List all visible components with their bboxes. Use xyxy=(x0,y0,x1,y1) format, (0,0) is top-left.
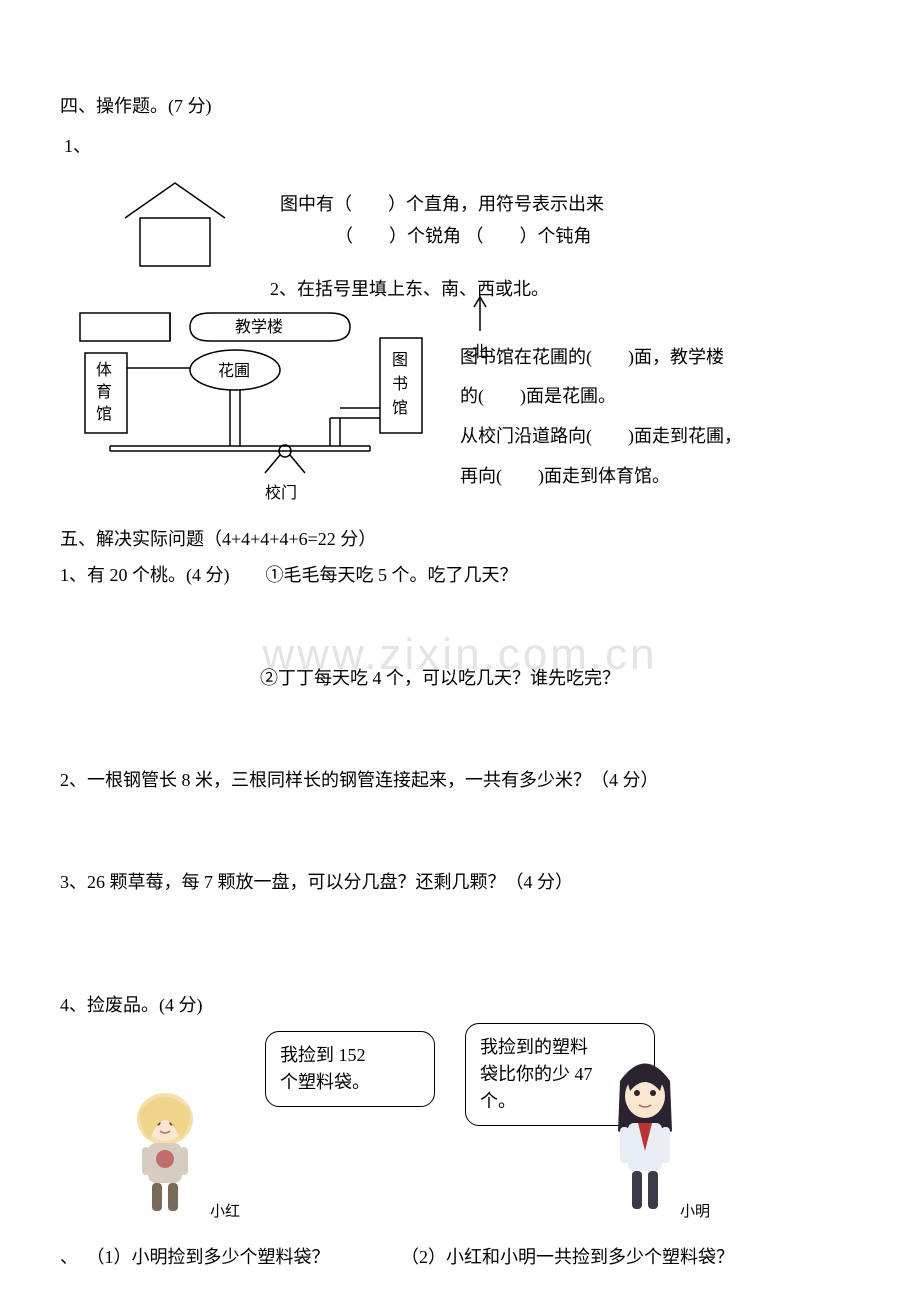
q2-text: 图书馆在花圃的( )面，教学楼 的( )面是花圃。 从校门沿道路向( )面走到花… xyxy=(460,338,880,496)
name-xiaohong: 小红 xyxy=(210,1199,240,1226)
q5-q1-sub2: ②丁丁每天吃 4 个，可以吃几天？谁先吃完？ xyxy=(260,662,860,694)
svg-text:校门: 校门 xyxy=(265,484,297,502)
q4-sub1: （1）小明捡到多少个塑料袋？ xyxy=(87,1241,387,1273)
q1-line2: （ ）个锐角 （ ）个钝角 xyxy=(335,220,604,252)
q5-q1: 1、有 20 个桃。(4 分) ①毛毛每天吃 5 个。吃了几天？ xyxy=(60,559,860,591)
girl-icon xyxy=(120,1091,210,1221)
q1-text: 图中有（ ）个直角，用符号表示出来 （ ）个锐角 （ ）个钝角 xyxy=(280,188,604,253)
name-xiaoming: 小明 xyxy=(680,1199,710,1226)
teaching-label: 教学楼 xyxy=(235,318,283,336)
dot-prefix: 、 xyxy=(60,1247,78,1267)
q1-label: 1、 xyxy=(64,130,860,162)
q2-line2: 的( )面是花圃。 xyxy=(460,377,880,417)
section4-title: 四、操作题。(7 分) xyxy=(60,90,860,122)
svg-text:育: 育 xyxy=(96,383,112,401)
svg-text:花圃: 花圃 xyxy=(218,362,250,380)
house-diagram xyxy=(110,173,240,273)
q1-line1: 图中有（ ）个直角，用符号表示出来 xyxy=(280,188,604,220)
q4-sub2: （2）小红和小明一共捡到多少个塑料袋？ xyxy=(401,1241,734,1273)
q2-line1: 图书馆在花圃的( )面，教学楼 xyxy=(460,338,880,378)
boy-icon xyxy=(600,1051,690,1221)
q5-q3: 3、26 颗草莓，每 7 颗放一盘，可以分几盘？还剩几颗？（4 分） xyxy=(60,866,860,898)
svg-text:馆: 馆 xyxy=(392,399,408,417)
section5-title: 五、解决实际问题（4+4+4+4+6=22 分） xyxy=(60,523,860,555)
q4-subquestions: 、 （1）小明捡到多少个塑料袋？ （2）小红和小明一共捡到多少个塑料袋？ xyxy=(60,1241,860,1273)
q4-figure-row: 我捡到 152 个塑料袋。 我捡到的塑料 袋比你的少 47 个。 xyxy=(60,1031,860,1241)
svg-text:书: 书 xyxy=(392,375,408,393)
q5-q4-title: 4、捡废品。(4 分) xyxy=(60,989,860,1021)
svg-text:图: 图 xyxy=(392,352,408,369)
svg-text:馆: 馆 xyxy=(96,405,112,423)
q2-intro: 2、在括号里填上东、南、西或北。 xyxy=(270,273,549,305)
svg-text:体: 体 xyxy=(96,361,112,379)
q5-q2: 2、一根钢管长 8 米，三根同样长的钢管连接起来，一共有多少米？（4 分） xyxy=(60,764,860,796)
campus-diagram: 教学楼 体 育 馆 花圃 图 书 馆 校门 xyxy=(70,303,450,503)
speech-bubble-1: 我捡到 152 个塑料袋。 xyxy=(265,1031,435,1107)
q2-line3: 从校门沿道路向( )面走到花圃， xyxy=(460,417,880,457)
bubble1-line2: 个塑料袋。 xyxy=(280,1069,420,1096)
q2-line4: 再向( )面走到体育馆。 xyxy=(460,457,880,497)
bubble1-line1: 我捡到 152 xyxy=(280,1042,420,1069)
section4-content: 图中有（ ）个直角，用符号表示出来 （ ）个锐角 （ ）个钝角 2、在括号里填上… xyxy=(60,163,860,503)
